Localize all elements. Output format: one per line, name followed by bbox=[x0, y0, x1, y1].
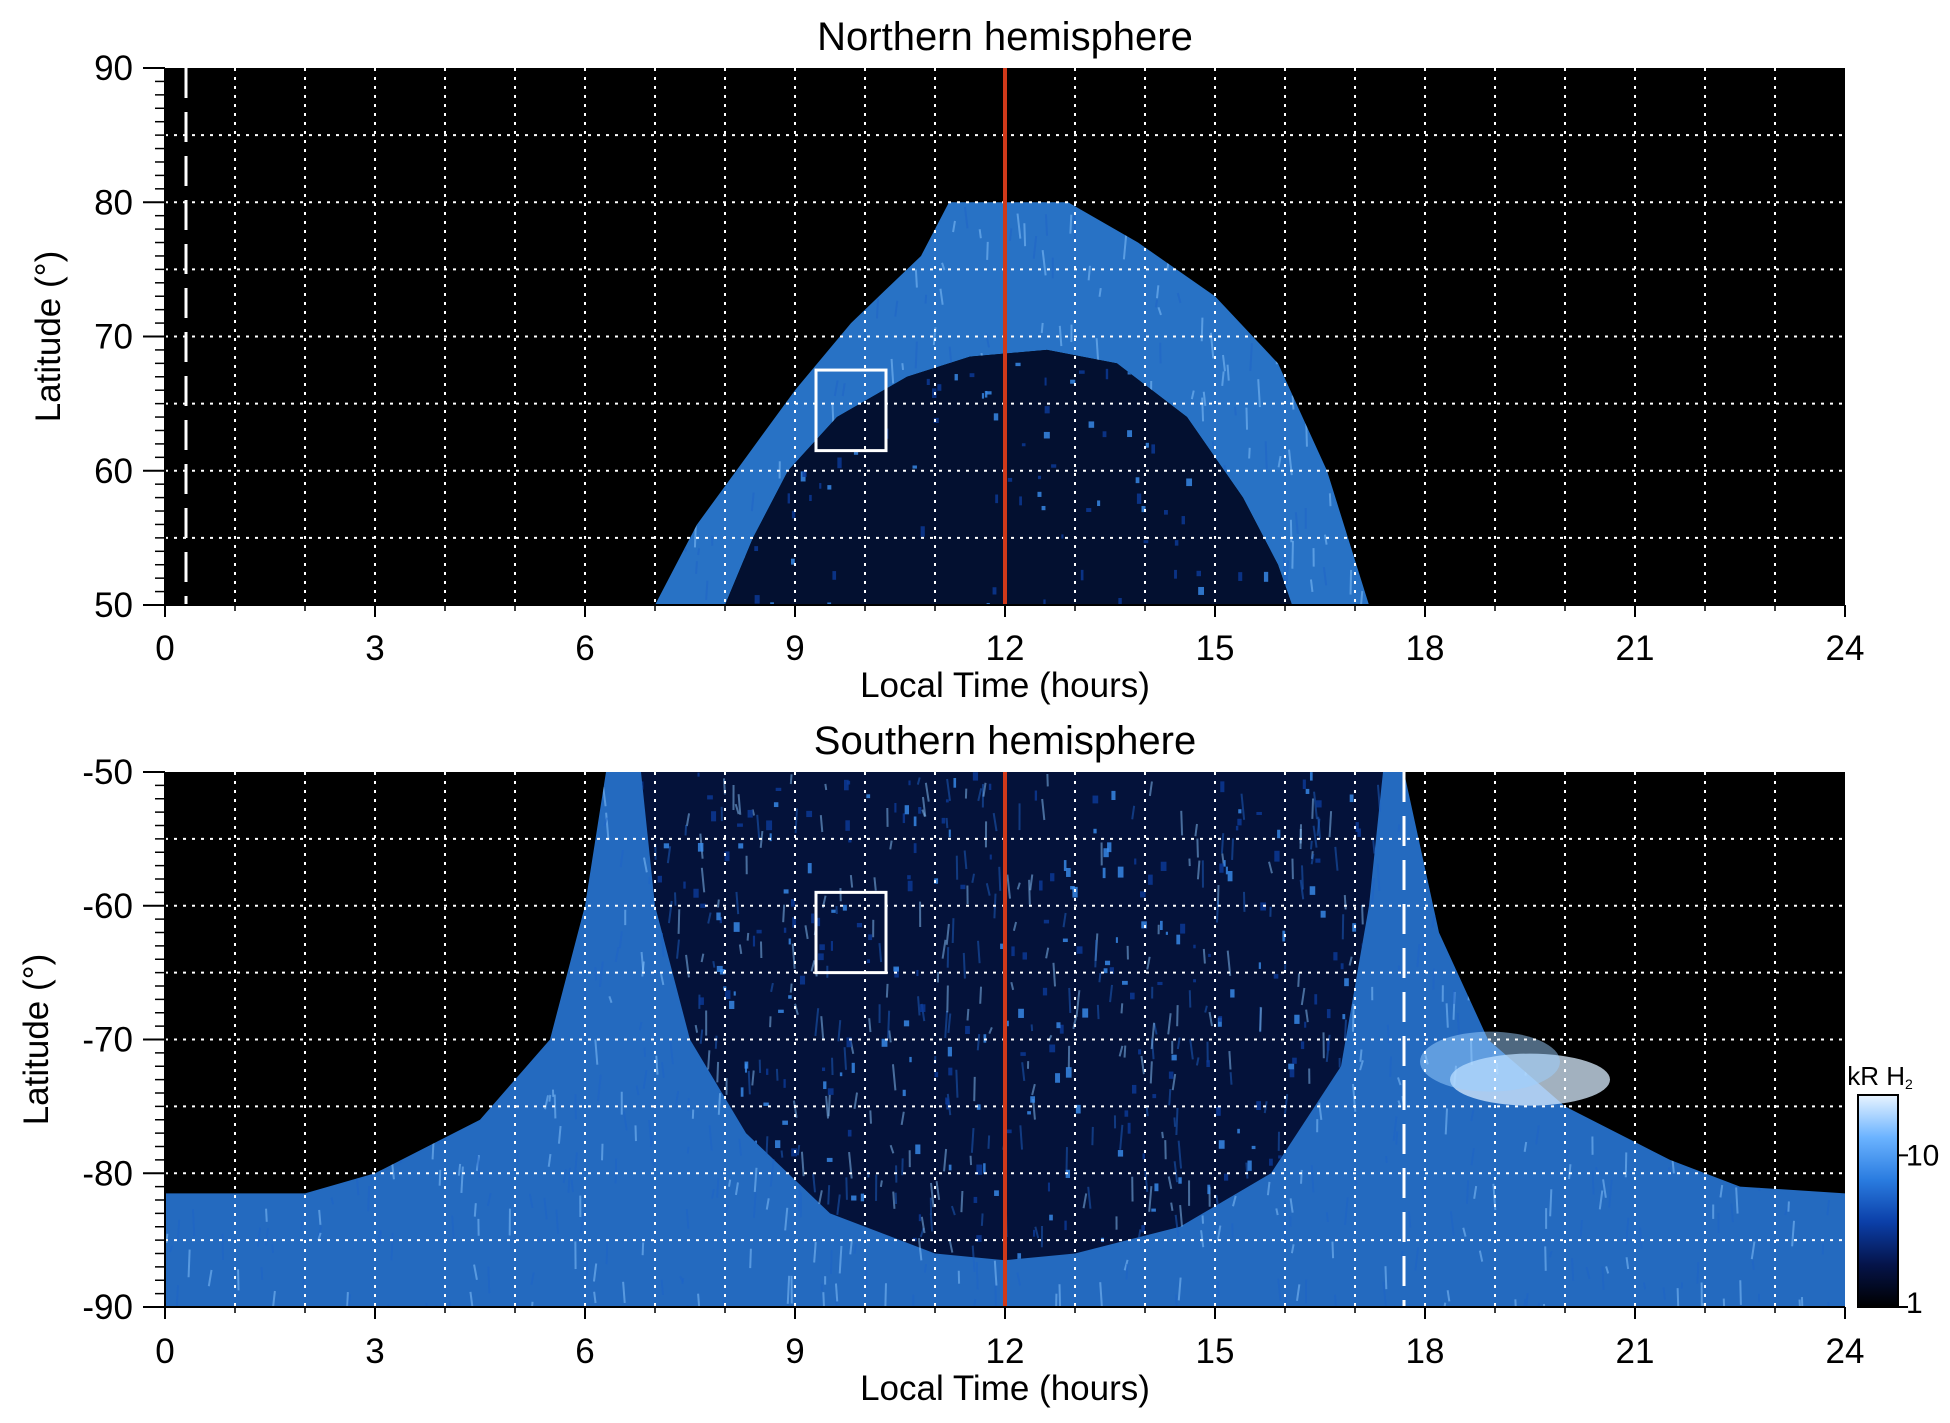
y-axis-label: Latitude (°) bbox=[29, 251, 68, 423]
x-tick-label: 9 bbox=[785, 629, 804, 668]
chart-title: Northern hemisphere bbox=[817, 15, 1193, 59]
y-tick-label: 90 bbox=[94, 49, 133, 88]
colorbar-tick-label: 10 bbox=[1906, 1139, 1939, 1172]
x-tick-label: 21 bbox=[1616, 1332, 1655, 1371]
x-tick-label: 0 bbox=[155, 629, 174, 668]
x-tick-label: 18 bbox=[1406, 629, 1445, 668]
y-tick-label: 60 bbox=[94, 452, 133, 491]
x-tick-label: 3 bbox=[365, 1332, 384, 1371]
polar-cap-region bbox=[641, 772, 1383, 1261]
x-tick-label: 15 bbox=[1196, 629, 1235, 668]
chart-title: Southern hemisphere bbox=[814, 719, 1196, 763]
polar-cap-region bbox=[725, 349, 1292, 605]
auroral-oval bbox=[655, 202, 1369, 605]
x-axis-label: Local Time (hours) bbox=[860, 1369, 1150, 1408]
y-tick-label: -60 bbox=[82, 887, 133, 926]
y-tick-label: 50 bbox=[94, 586, 133, 625]
panel-northern: 0 3 6 9 12 15 18 21 24 50 60 70 80 90 Northern hemisph… bbox=[29, 15, 1864, 705]
x-tick-label: 24 bbox=[1826, 1332, 1865, 1371]
colorbar-label: kR H2 bbox=[1847, 1061, 1913, 1092]
y-axis-label: Latitude (°) bbox=[17, 954, 56, 1126]
cap-speckle bbox=[725, 349, 1292, 605]
colorbar-gradient bbox=[1857, 1094, 1899, 1308]
x-tick-label: 15 bbox=[1196, 1332, 1235, 1371]
x-tick-label: 0 bbox=[155, 1332, 174, 1371]
y-tick-label: -50 bbox=[82, 753, 133, 792]
x-tick-label: 9 bbox=[785, 1332, 804, 1371]
y-tick-label: -90 bbox=[82, 1288, 133, 1327]
bright-spot-halo bbox=[1420, 1031, 1560, 1092]
x-axis-label: Local Time (hours) bbox=[860, 666, 1150, 705]
colorbar-label-main: kR H bbox=[1847, 1061, 1905, 1091]
y-tick-label: 70 bbox=[94, 318, 133, 357]
x-tick-label: 12 bbox=[986, 629, 1025, 668]
region-box bbox=[814, 368, 888, 453]
y-tick-label: 80 bbox=[94, 183, 133, 222]
x-tick-label: 6 bbox=[575, 1332, 594, 1371]
x-tick-label: 21 bbox=[1616, 629, 1655, 668]
colorbar: 1 10 kR H2 bbox=[1847, 1061, 1939, 1320]
x-tick-label: 18 bbox=[1406, 1332, 1445, 1371]
x-tick-label: 24 bbox=[1826, 629, 1865, 668]
y-tick-label: -80 bbox=[82, 1154, 133, 1193]
x-tick-label: 12 bbox=[986, 1332, 1025, 1371]
y-tick-label: -70 bbox=[82, 1021, 133, 1060]
x-tick-label: 6 bbox=[575, 629, 594, 668]
x-tick-label: 3 bbox=[365, 629, 384, 668]
colorbar-label-subscript: 2 bbox=[1905, 1076, 1913, 1092]
region-box bbox=[814, 890, 888, 975]
colorbar-tick-label: 1 bbox=[1906, 1287, 1923, 1320]
